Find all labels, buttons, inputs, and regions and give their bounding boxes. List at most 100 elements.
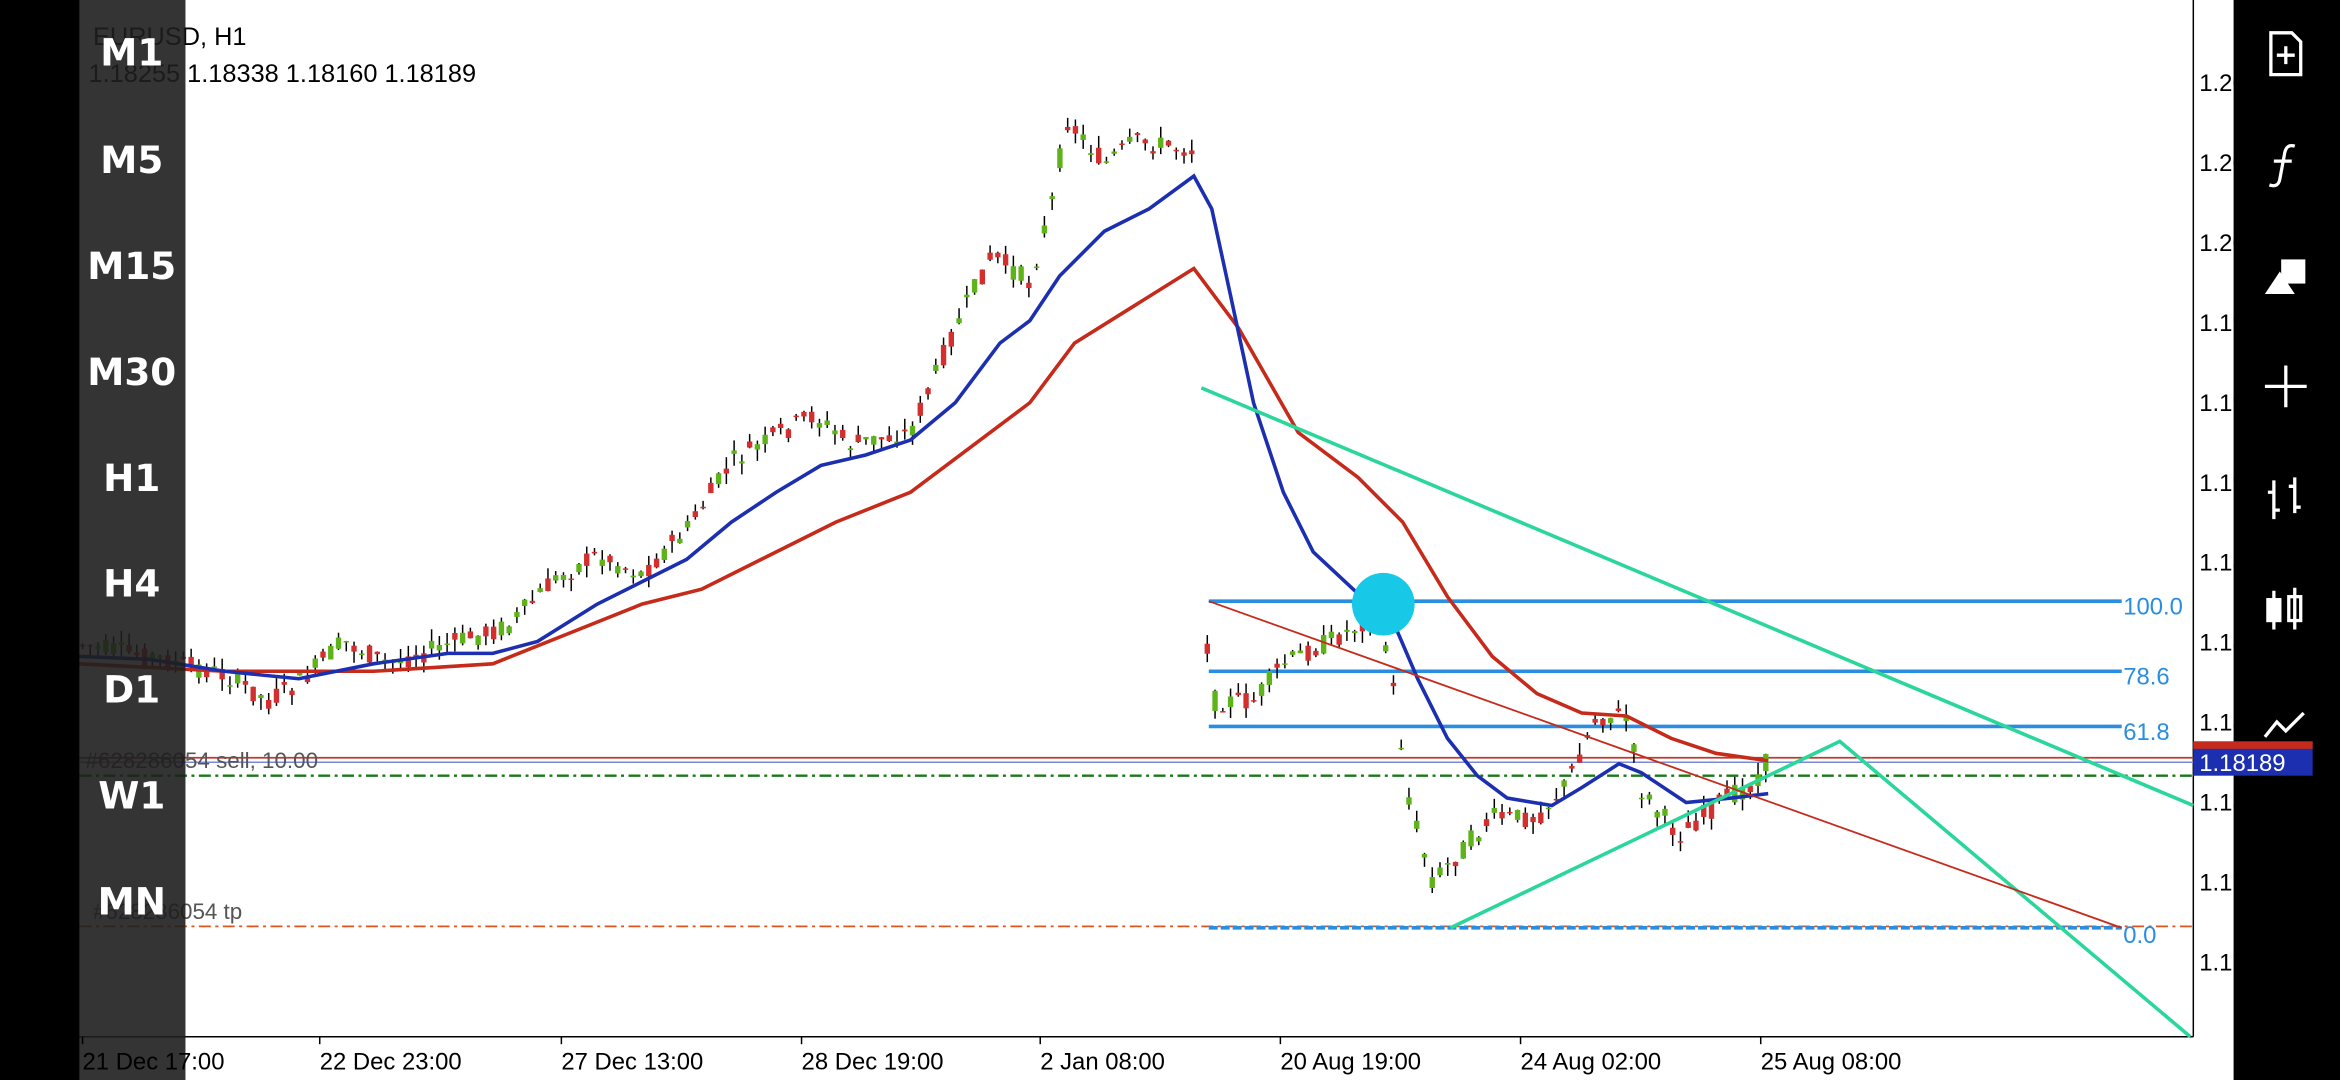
candle-body	[498, 621, 505, 636]
candle-body	[266, 700, 272, 709]
candle-body	[1305, 645, 1311, 661]
candle-body	[452, 632, 458, 640]
candle-body	[1763, 754, 1769, 772]
candle-body	[1251, 700, 1257, 702]
candle-body	[878, 437, 885, 440]
candle-body	[467, 631, 474, 639]
candle-body	[700, 506, 706, 509]
indicators-icon[interactable]	[2268, 143, 2296, 188]
candles-icon[interactable]	[2266, 587, 2303, 630]
candle-body	[599, 559, 605, 566]
candle-body	[855, 434, 861, 443]
candle-body	[1165, 140, 1172, 146]
bars-icon[interactable]	[2267, 477, 2301, 520]
candle-body	[1111, 151, 1117, 154]
candle-body	[529, 600, 536, 603]
candle-body	[483, 626, 489, 637]
candle-body	[1615, 708, 1622, 711]
candle-body	[1119, 143, 1125, 146]
candle-body	[715, 473, 722, 485]
candle-body	[1018, 266, 1024, 281]
ma-fast	[79, 173, 1769, 808]
timeframe-button[interactable]: M15	[87, 244, 176, 288]
candle-body	[1297, 650, 1304, 654]
candle-body	[1383, 645, 1389, 652]
candle-body	[646, 564, 652, 577]
timeframe-button[interactable]: D1	[103, 668, 160, 712]
candle-body	[1739, 786, 1746, 800]
new-order-icon[interactable]	[2269, 31, 2303, 77]
candle-body	[684, 521, 691, 528]
candle-body	[801, 411, 807, 417]
candle-body	[1514, 809, 1521, 820]
timeframe-button[interactable]: M30	[87, 350, 176, 394]
timeframe-button[interactable]: H4	[103, 562, 160, 606]
timeframe-button[interactable]: M1	[100, 31, 163, 75]
candle-body	[754, 444, 761, 450]
candle-body	[506, 626, 512, 634]
candle-body	[273, 688, 280, 703]
candle-body	[692, 511, 699, 518]
candle-body	[1414, 820, 1420, 829]
timeframe-button[interactable]: H1	[103, 456, 160, 500]
crosshair-icon[interactable]	[2264, 365, 2307, 408]
line-chart-icon[interactable]	[2263, 711, 2305, 738]
candle-body	[746, 441, 753, 448]
highlight-marker	[1351, 572, 1415, 636]
candle-body	[553, 575, 559, 581]
candle-body	[490, 626, 497, 640]
candle-body	[653, 558, 660, 568]
candle-body	[1189, 150, 1195, 155]
price-label: 1.20520	[2199, 150, 2285, 177]
time-label: 24 Aug 02:00	[1521, 1049, 1662, 1076]
candle-body	[902, 429, 908, 432]
price-label: 1.18970	[2199, 550, 2285, 577]
candle-body	[1049, 196, 1055, 200]
candle-body	[863, 436, 869, 440]
candle-body	[871, 436, 877, 445]
candle-body	[785, 429, 792, 438]
candle-body	[1266, 670, 1273, 685]
candle-body	[661, 548, 667, 561]
candle-body	[1592, 718, 1598, 723]
candle-body	[351, 645, 357, 652]
candle-body	[1282, 663, 1288, 665]
candle-body	[1747, 785, 1753, 793]
candle-body	[1033, 266, 1040, 269]
candle-body	[320, 651, 326, 658]
time-label: 28 Dec 19:00	[802, 1049, 944, 1076]
candle-body	[591, 551, 598, 554]
candle-body	[1701, 804, 1707, 817]
candle-body	[777, 423, 784, 428]
time-label: 25 Aug 08:00	[1761, 1049, 1902, 1076]
price-label: 1.18350	[2199, 710, 2285, 737]
candle-body	[227, 685, 233, 687]
candle-body	[1607, 718, 1614, 723]
fib-label: 0.0	[2123, 922, 2156, 949]
objects-icon[interactable]	[2264, 259, 2306, 295]
candle-body	[1289, 651, 1296, 655]
candle-body	[669, 534, 675, 542]
candle-body	[1553, 798, 1560, 801]
candle-body	[343, 640, 349, 643]
candle-body	[1103, 161, 1110, 163]
candle-body	[995, 252, 1001, 258]
candle-body	[731, 450, 737, 454]
candle-body	[1623, 715, 1629, 721]
candle-body	[971, 279, 978, 293]
candle-body	[1010, 266, 1017, 280]
timeframe-button[interactable]: MN	[98, 879, 166, 923]
timeframe-button[interactable]: W1	[98, 774, 165, 818]
candle-body	[1351, 631, 1358, 634]
candle-body	[622, 568, 629, 570]
candle-body	[886, 435, 892, 442]
candle-body	[436, 644, 443, 651]
candle-body	[328, 645, 334, 660]
candle-body	[1243, 693, 1249, 709]
candle-body	[584, 553, 590, 566]
timeframe-button[interactable]: M5	[100, 138, 163, 182]
candle-body	[1569, 765, 1575, 769]
candle-body	[909, 425, 916, 436]
candle-body	[203, 668, 210, 678]
